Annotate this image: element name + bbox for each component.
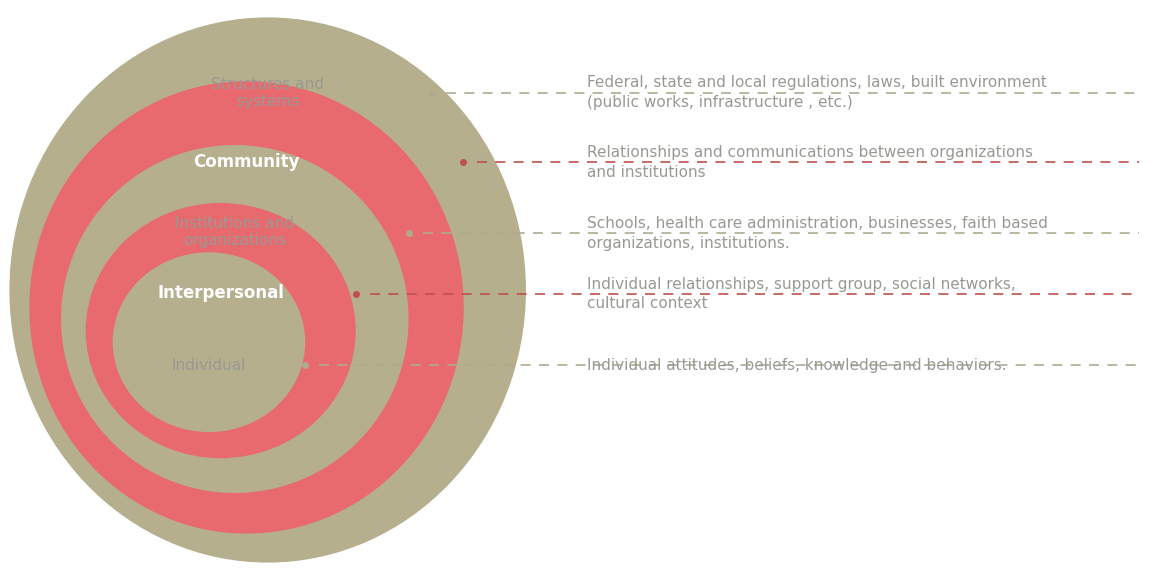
Text: Relationships and communications between organizations
and institutions: Relationships and communications between… xyxy=(587,145,1033,180)
Text: Federal, state and local regulations, laws, built environment
(public works, inf: Federal, state and local regulations, la… xyxy=(587,75,1047,110)
Text: Individual relationships, support group, social networks,
cultural context: Individual relationships, support group,… xyxy=(587,277,1016,311)
Text: Interpersonal: Interpersonal xyxy=(157,284,284,302)
Text: Individual: Individual xyxy=(171,358,247,373)
Text: Structures and
systems: Structures and systems xyxy=(211,77,324,109)
Text: Individual attitudes, beliefs, knowledge and behaviors.: Individual attitudes, beliefs, knowledge… xyxy=(587,358,1006,373)
Text: Schools, health care administration, businesses, faith based
organizations, inst: Schools, health care administration, bus… xyxy=(587,216,1048,251)
Ellipse shape xyxy=(29,81,464,534)
Ellipse shape xyxy=(86,203,356,458)
Ellipse shape xyxy=(113,252,305,432)
Ellipse shape xyxy=(9,17,526,563)
Text: Institutions and
organizations: Institutions and organizations xyxy=(175,216,295,248)
Ellipse shape xyxy=(61,145,409,493)
Text: Community: Community xyxy=(194,153,299,172)
